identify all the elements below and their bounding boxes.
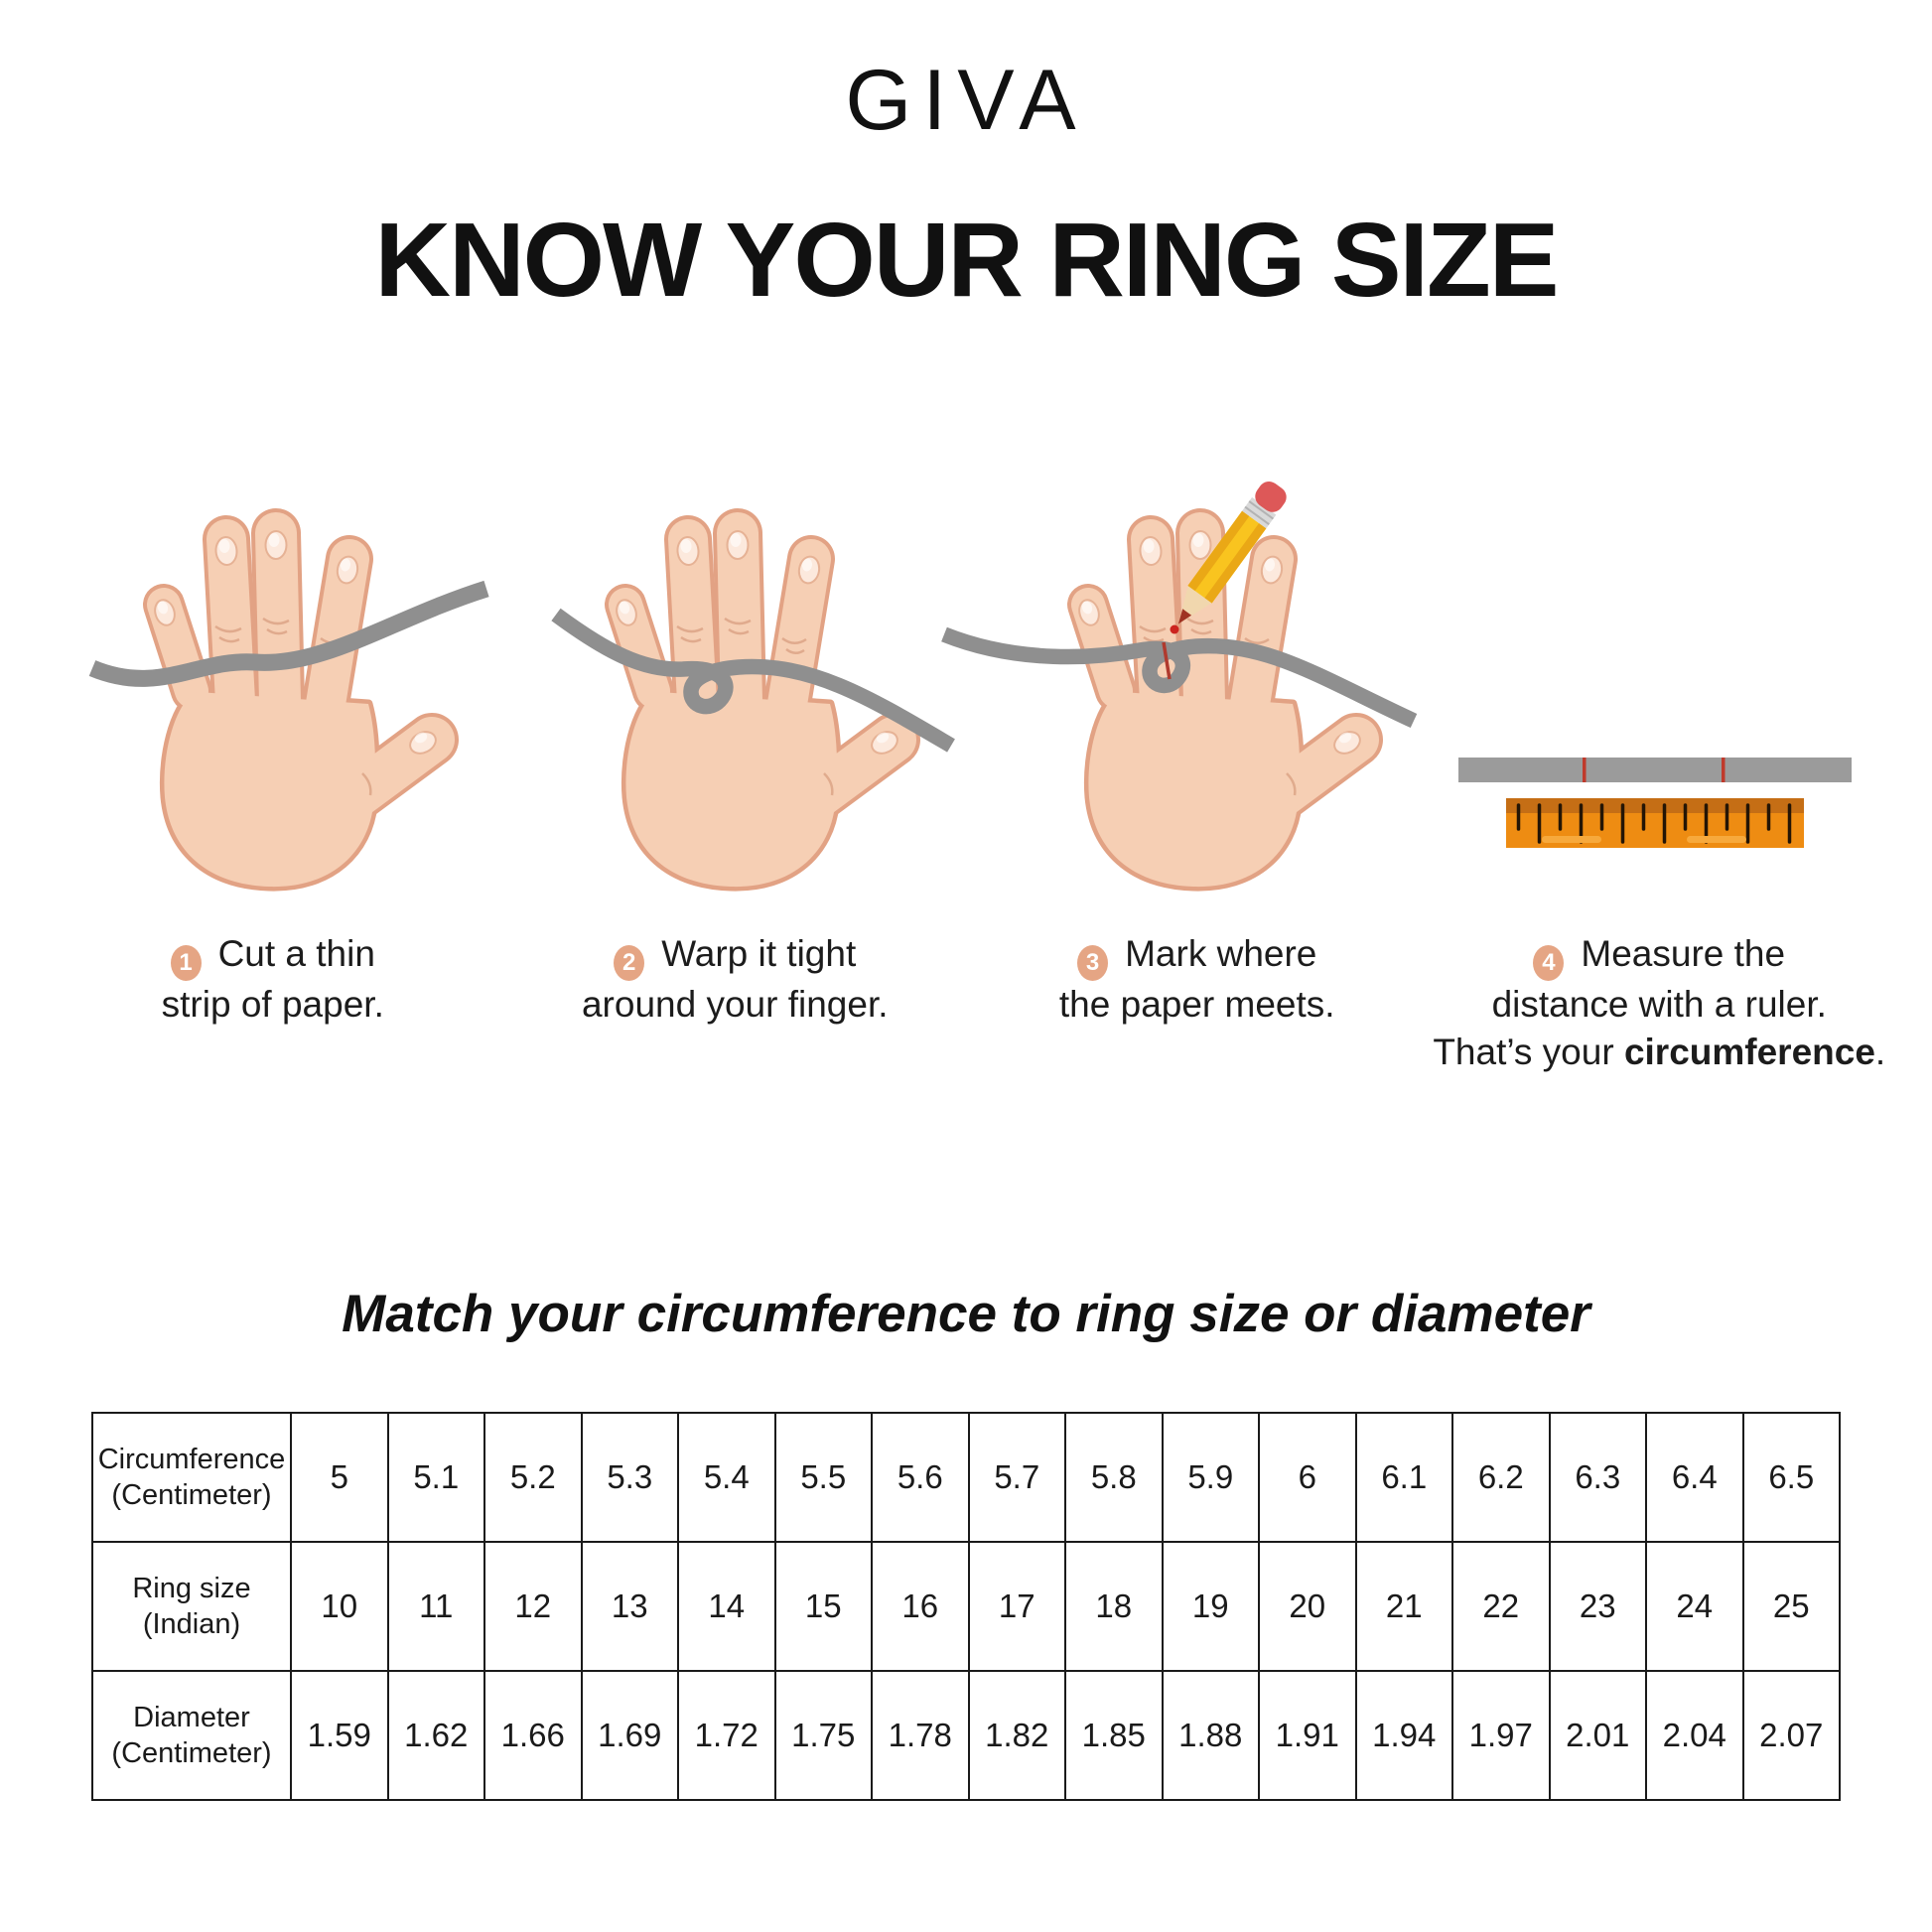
- size-cell: 15: [773, 1541, 873, 1673]
- size-cell: 1.97: [1451, 1670, 1551, 1802]
- size-cell: 5.4: [677, 1412, 776, 1544]
- size-cell: 5.8: [1064, 1412, 1164, 1544]
- steps-row: 1 Cut a thin strip of paper. 2 Warp it tig…: [0, 482, 1932, 1075]
- size-cell: 10: [290, 1541, 389, 1673]
- table-row: Diameter (Centimeter) 1.59 1.62 1.66 1.69 1.7…: [91, 1670, 1841, 1802]
- size-cell: 5.6: [871, 1412, 970, 1544]
- size-cell: 12: [483, 1541, 583, 1673]
- step-caption: 3 Mark where the paper meets.: [1059, 930, 1335, 1029]
- step-column-3: 3 Mark where the paper meets.: [940, 482, 1429, 1075]
- size-cell: 1.75: [773, 1670, 873, 1802]
- step-column-2: 2 Warp it tight around your finger.: [504, 507, 967, 1075]
- size-cell: 2.04: [1645, 1670, 1744, 1802]
- table-row: Ring size (Indian) 10 11 12 13 14 15 16 17 18 19 20…: [91, 1541, 1841, 1673]
- paper-strip: [1458, 758, 1853, 782]
- step-number-badge: 1: [170, 945, 202, 982]
- size-cell: 6.5: [1741, 1412, 1841, 1544]
- size-cell: 24: [1645, 1541, 1744, 1673]
- size-cell: 1.85: [1064, 1670, 1164, 1802]
- size-cell: 14: [677, 1541, 776, 1673]
- step-text: around your finger.: [581, 984, 889, 1026]
- size-cell: 1.82: [967, 1670, 1066, 1802]
- step-text: Warp it tight: [661, 933, 857, 974]
- size-cell: 1.62: [386, 1670, 485, 1802]
- size-cell: 11: [386, 1541, 485, 1673]
- step-number-badge: 4: [1533, 945, 1565, 982]
- size-cell: 21: [1354, 1541, 1453, 1673]
- step-caption: 2 Warp it tight around your finger.: [582, 930, 889, 1029]
- size-cell: 6.4: [1645, 1412, 1744, 1544]
- ring-size-table: Circumference (Centimeter) 5 5.1 5.2 5.3 5.4 5…: [91, 1412, 1841, 1802]
- size-cell: 5.9: [1161, 1412, 1260, 1544]
- size-cell: 1.94: [1354, 1670, 1453, 1802]
- size-cell: 2.01: [1548, 1670, 1647, 1802]
- size-cell: 5.3: [580, 1412, 679, 1544]
- size-cell: 5.5: [773, 1412, 873, 1544]
- red-mark: [1162, 641, 1172, 680]
- red-mark: [1722, 758, 1725, 782]
- step-text: Mark where: [1125, 933, 1317, 974]
- step-caption: 1 Cut a thin strip of paper.: [162, 930, 384, 1029]
- size-cell: 1.91: [1258, 1670, 1357, 1802]
- table-row: Circumference (Centimeter) 5 5.1 5.2 5.3 5.4 5…: [91, 1412, 1841, 1544]
- size-cell: 6: [1258, 1412, 1357, 1544]
- page-title: KNOW YOUR RING SIZE: [374, 202, 1560, 319]
- step-column-1: 1 Cut a thin strip of paper.: [42, 507, 504, 1075]
- paper-strip: [551, 608, 956, 753]
- match-subtitle: Match your circumference to ring size or…: [342, 1285, 1590, 1344]
- step-number-badge: 2: [614, 945, 645, 982]
- paper-strip: [940, 626, 1418, 729]
- step-text: strip of paper.: [161, 984, 384, 1026]
- size-cell: 18: [1064, 1541, 1164, 1673]
- row-header: Ring size (Indian): [91, 1541, 292, 1673]
- size-cell: 5.7: [967, 1412, 1066, 1544]
- giva-logo: GIVA: [845, 53, 1087, 148]
- size-cell: 2.07: [1741, 1670, 1841, 1802]
- size-cell: 23: [1548, 1541, 1647, 1673]
- step-number-badge: 3: [1077, 945, 1109, 982]
- step-text: the paper meets.: [1058, 984, 1335, 1026]
- size-cell: 13: [580, 1541, 679, 1673]
- size-cell: 6.2: [1451, 1412, 1551, 1544]
- step-text: Cut a thin: [217, 933, 375, 974]
- step-text: That’s your circumference.: [1433, 1031, 1886, 1072]
- size-cell: 20: [1258, 1541, 1357, 1673]
- size-cell: 1.69: [580, 1670, 679, 1802]
- size-cell: 6.1: [1354, 1412, 1453, 1544]
- circumference-emphasis: circumference: [1623, 1031, 1875, 1072]
- size-cell: 5: [290, 1412, 389, 1544]
- step-text: distance with a ruler.: [1491, 984, 1827, 1026]
- size-cell: 17: [967, 1541, 1066, 1673]
- paper-strip: [88, 580, 489, 687]
- step-text: Measure the: [1581, 933, 1786, 974]
- hand-with-paper-strip-illustration: [88, 507, 489, 904]
- hand-wrapped-strip-illustration: [551, 507, 956, 904]
- size-cell: 1.59: [290, 1670, 389, 1802]
- size-cell: 1.72: [677, 1670, 776, 1802]
- size-cell: 19: [1161, 1541, 1260, 1673]
- step-column-4: 4 Measure the distance with a ruler. That…: [1429, 507, 1891, 1075]
- size-table-body: Circumference (Centimeter) 5 5.1 5.2 5.3 5.4 5…: [91, 1412, 1841, 1802]
- size-cell: 5.2: [483, 1412, 583, 1544]
- red-dot: [1170, 624, 1179, 634]
- size-cell: 25: [1741, 1541, 1841, 1673]
- hand-marking-strip-illustration: [940, 482, 1418, 904]
- size-cell: 16: [871, 1541, 970, 1673]
- size-cell: 22: [1451, 1541, 1551, 1673]
- row-header: Diameter (Centimeter): [91, 1670, 292, 1802]
- size-cell: 6.3: [1548, 1412, 1647, 1544]
- size-cell: 1.78: [871, 1670, 970, 1802]
- size-cell: 1.66: [483, 1670, 583, 1802]
- size-cell: 1.88: [1161, 1670, 1260, 1802]
- ruler-illustration: [1458, 758, 1853, 848]
- size-cell: 5.1: [386, 1412, 485, 1544]
- step-caption: 4 Measure the distance with a ruler. That…: [1433, 930, 1885, 1075]
- red-mark: [1583, 758, 1587, 782]
- pencil-icon: [1177, 482, 1287, 624]
- ruler: [1506, 798, 1805, 848]
- row-header: Circumference (Centimeter): [91, 1412, 292, 1544]
